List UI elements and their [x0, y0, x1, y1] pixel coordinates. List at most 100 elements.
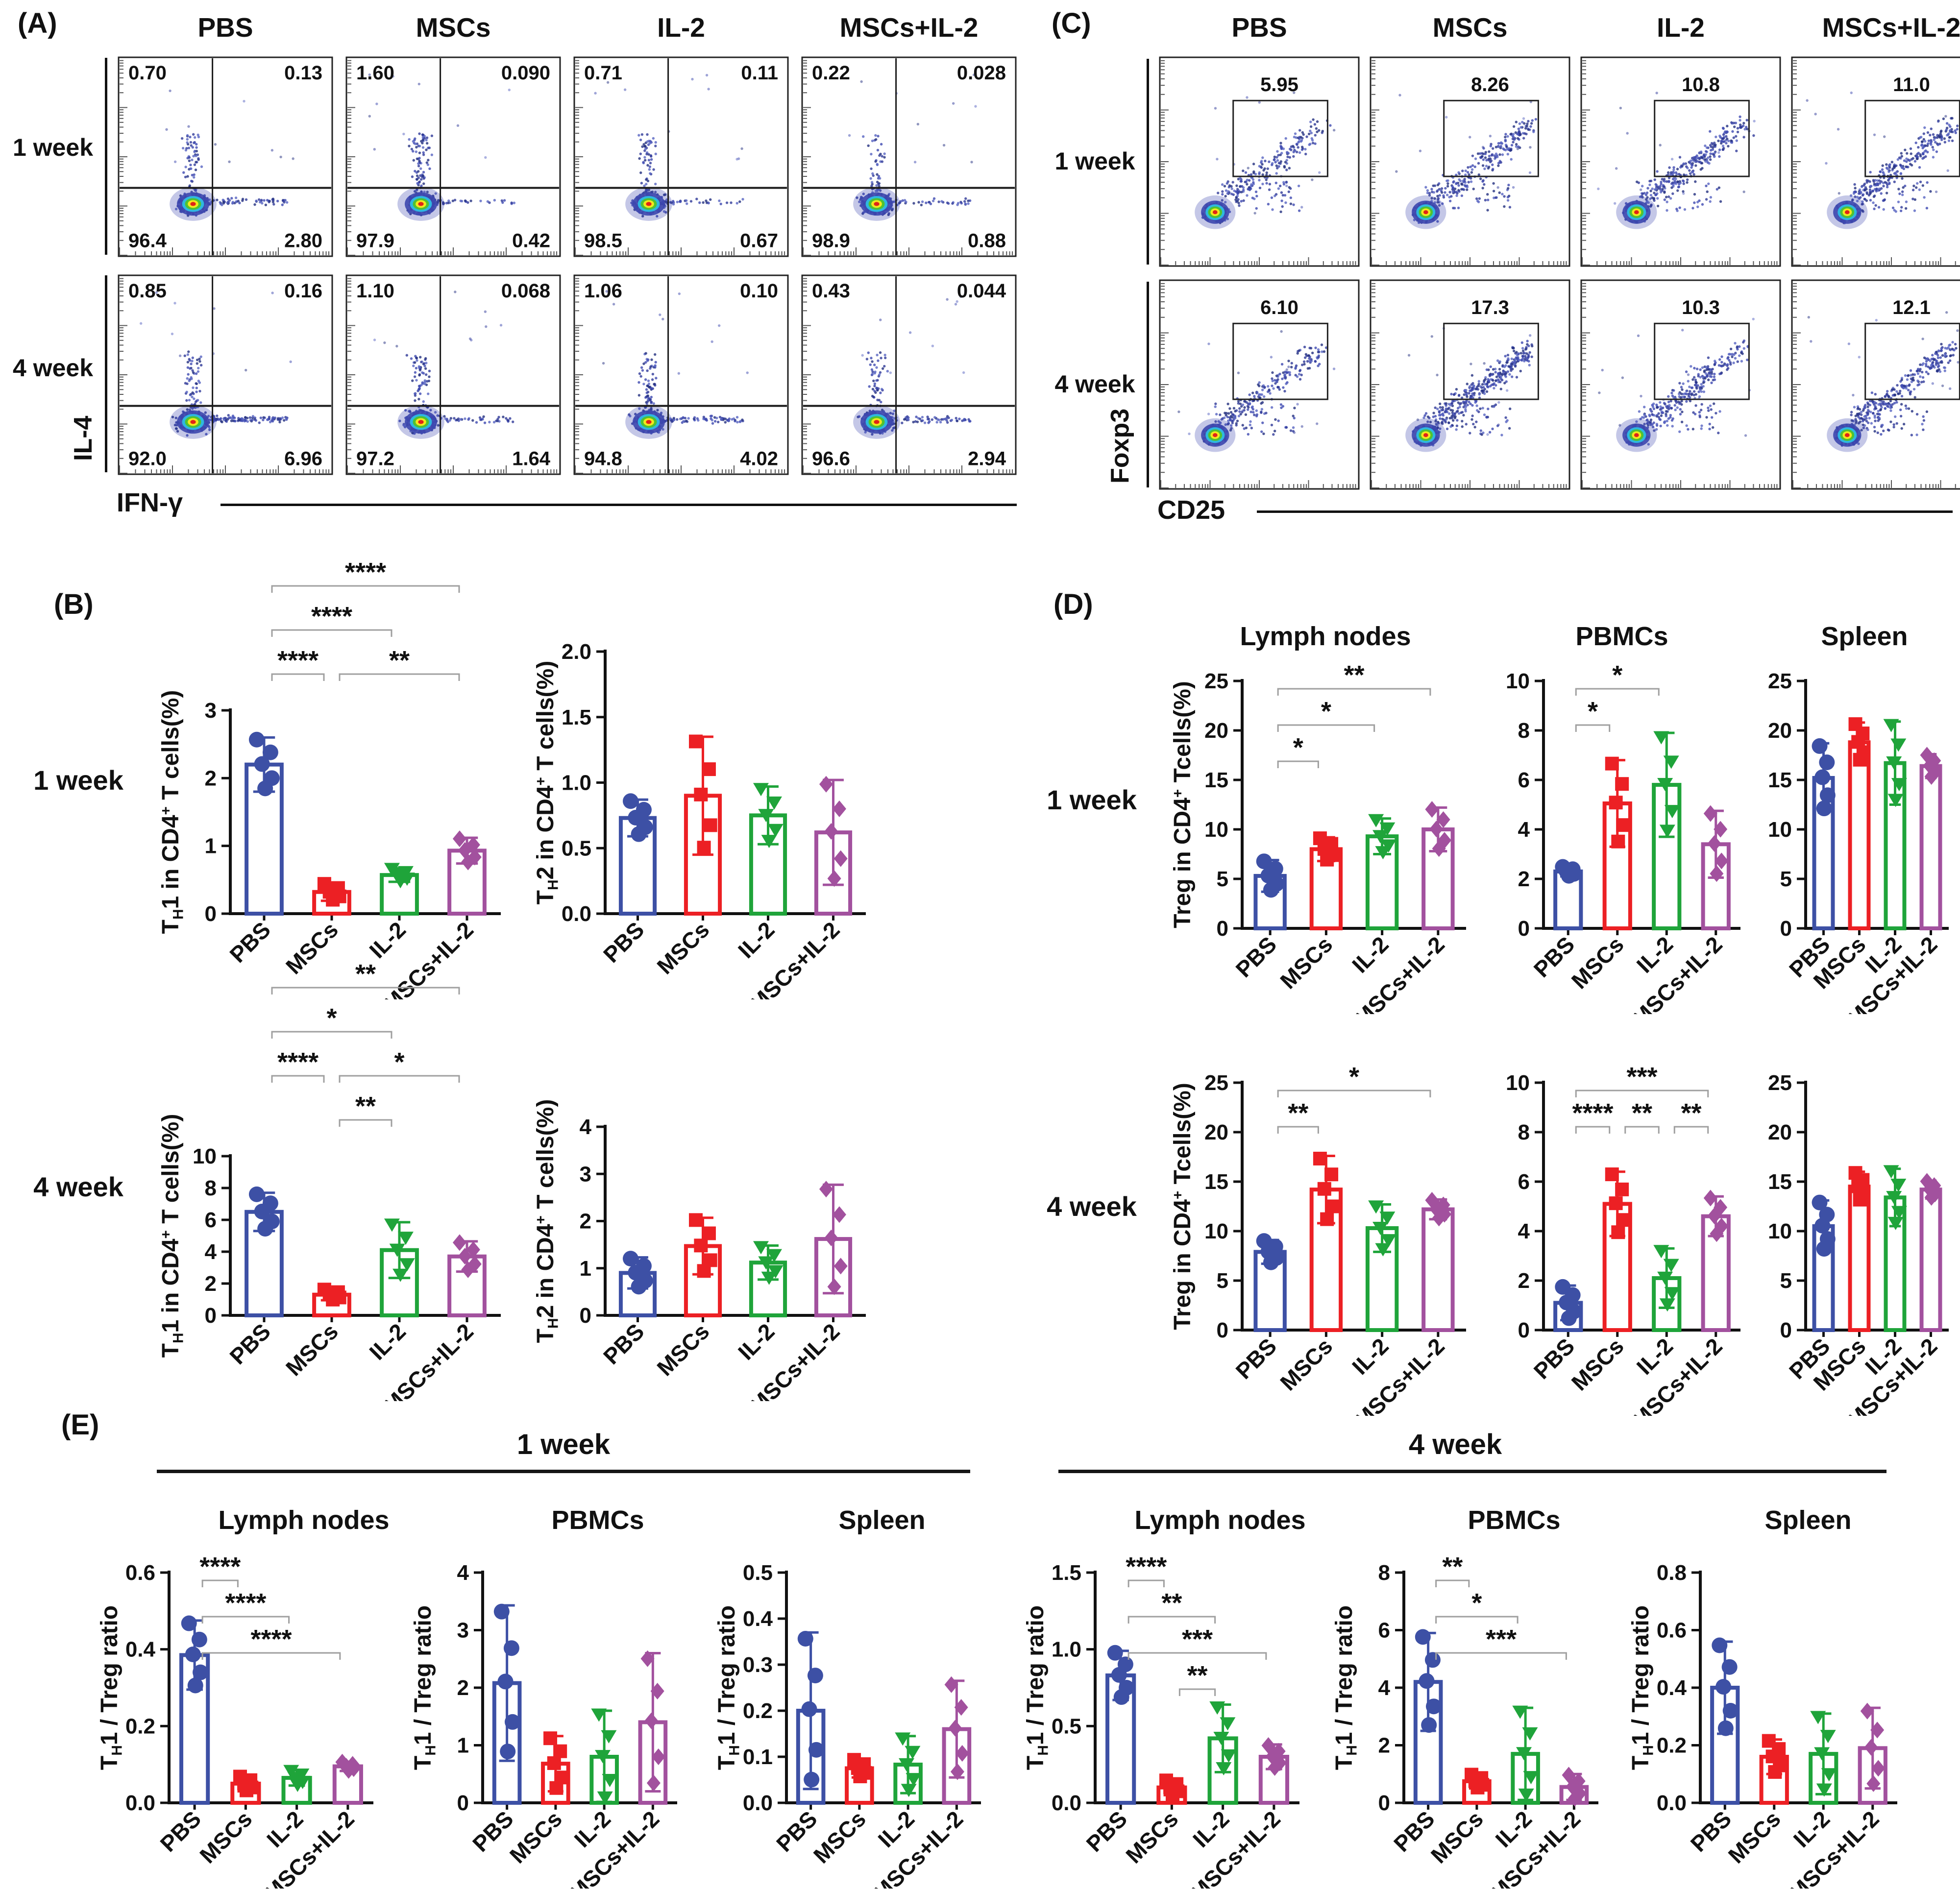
panel-a-row1-bracket — [105, 58, 107, 255]
panel-a-label: (A) — [18, 7, 57, 40]
panel-e-1week-underline — [157, 1470, 970, 1473]
panel-c-col-il2: IL-2 — [1583, 12, 1779, 43]
svg-text:96.6: 96.6 — [812, 448, 850, 470]
panel-d-label: (D) — [1054, 588, 1093, 621]
panel-c-xlabel: CD25 — [1157, 495, 1225, 525]
panel-a-col-pbs: PBS — [127, 12, 323, 43]
flow-plot-c-4w-pbs: 6.10 — [1159, 279, 1360, 490]
panel-a-col-mscs: MSCs — [355, 12, 551, 43]
panel-e-group-1week: 1 week — [466, 1428, 662, 1461]
flow-plot-c-4w-mscsil2: 12.1 — [1791, 279, 1960, 490]
flow-plot-svg: 11.0 — [1791, 56, 1960, 267]
svg-text:1.06: 1.06 — [584, 280, 622, 302]
flow-plot-svg: 8.26 — [1370, 56, 1570, 267]
panel-e-1w-col-pbmcs: PBMCs — [495, 1505, 701, 1535]
flow-plot-c-4w-il2: 10.3 — [1580, 279, 1781, 490]
flow-plot-c-1w-mscsil2: 11.0 — [1791, 56, 1960, 267]
panel-b-row-4week: 4 week — [20, 1171, 137, 1203]
svg-text:0.090: 0.090 — [501, 62, 550, 84]
panel-a-ylabel: IL-4 — [70, 392, 97, 485]
flow-plot-svg: 10.8 — [1580, 56, 1781, 267]
svg-text:0.11: 0.11 — [741, 62, 778, 84]
svg-text:0.22: 0.22 — [812, 62, 850, 84]
panel-c-label: (C) — [1052, 7, 1091, 40]
flow-plot-svg: 6.10 — [1159, 279, 1360, 490]
svg-text:0.88: 0.88 — [968, 230, 1006, 252]
panel-c-row2-bracket — [1147, 282, 1149, 487]
panel-c-col-mscsil2: MSCs+IL-2 — [1793, 12, 1960, 43]
panel-a-row2-bracket — [105, 275, 107, 472]
svg-text:2.94: 2.94 — [968, 448, 1006, 470]
panel-b-row-1week: 1 week — [20, 764, 137, 796]
flow-plot-svg: 10.3 — [1580, 279, 1781, 490]
svg-text:97.9: 97.9 — [356, 230, 394, 252]
svg-text:1.60: 1.60 — [356, 62, 394, 84]
flow-plot-svg: 1.60 0.090 97.9 0.42 — [345, 56, 561, 257]
svg-text:96.4: 96.4 — [128, 230, 167, 252]
panel-e-label: (E) — [61, 1408, 99, 1441]
svg-text:0.70: 0.70 — [128, 62, 167, 84]
svg-text:2.80: 2.80 — [284, 230, 322, 252]
flow-plot-c-1w-il2: 10.8 — [1580, 56, 1781, 267]
panel-a-xaxis-line — [220, 504, 1017, 506]
svg-text:98.9: 98.9 — [812, 230, 850, 252]
flow-plot-svg: 0.71 0.11 98.5 0.67 — [573, 56, 789, 257]
flow-plot-svg: 0.22 0.028 98.9 0.88 — [801, 56, 1017, 257]
svg-text:0.67: 0.67 — [740, 230, 778, 252]
flow-plot-c-1w-pbs: 5.95 — [1159, 56, 1360, 267]
panel-e-4w-col-pbmcs: PBMCs — [1411, 1505, 1617, 1535]
svg-text:0.71: 0.71 — [584, 62, 622, 84]
svg-text:1.64: 1.64 — [512, 448, 551, 470]
panel-c-xaxis-line — [1257, 510, 1953, 513]
svg-text:98.5: 98.5 — [584, 230, 622, 252]
panel-a-row-1week: 1 week — [9, 133, 97, 162]
panel-c-row-4week: 4 week — [1050, 370, 1140, 398]
panel-e-1w-col-lymph: Lymph nodes — [201, 1505, 407, 1535]
svg-text:6.96: 6.96 — [284, 448, 322, 470]
svg-text:0.42: 0.42 — [512, 230, 550, 252]
svg-text:97.2: 97.2 — [356, 448, 394, 470]
svg-text:0.068: 0.068 — [501, 280, 550, 302]
svg-text:0.028: 0.028 — [957, 62, 1006, 84]
svg-text:0.10: 0.10 — [740, 280, 778, 302]
flow-plot-svg: 12.1 — [1791, 279, 1960, 490]
flow-plot-svg: 17.3 — [1370, 279, 1570, 490]
svg-text:0.43: 0.43 — [812, 280, 850, 302]
panel-e-group-4week: 4 week — [1357, 1428, 1553, 1461]
flow-plot-svg: 5.95 — [1159, 56, 1360, 267]
svg-text:92.0: 92.0 — [128, 448, 167, 470]
svg-text:0.85: 0.85 — [128, 280, 167, 302]
flow-plot-c-4w-mscs: 17.3 — [1370, 279, 1570, 490]
panel-a-xlabel: IFN-γ — [117, 487, 183, 518]
panel-a-row-4week: 4 week — [9, 354, 97, 382]
flow-plot-a-1w-mscs: 1.60 0.090 97.9 0.42 — [345, 56, 561, 257]
flow-plot-a-1w-il2: 0.71 0.11 98.5 0.67 — [573, 56, 789, 257]
